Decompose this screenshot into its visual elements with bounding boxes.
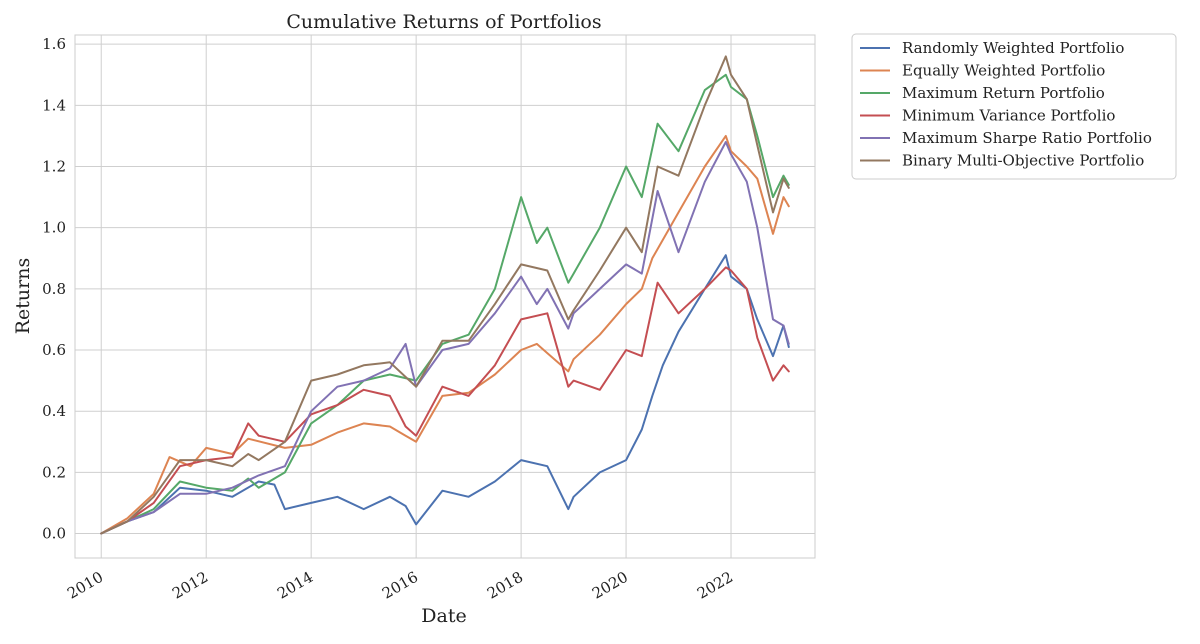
y-tick-label: 0.8 <box>42 280 66 298</box>
y-tick-label: 1.2 <box>42 158 66 176</box>
legend-label: Equally Weighted Portfolio <box>902 62 1105 80</box>
x-tick-label: 2018 <box>484 568 526 603</box>
legend-box <box>851 33 1177 180</box>
legend-label: Maximum Return Portfolio <box>902 84 1105 102</box>
series-lines <box>100 55 790 535</box>
x-tick-label: 2020 <box>589 568 631 603</box>
y-tick-label: 0.4 <box>42 402 66 420</box>
series-line-4 <box>100 266 790 535</box>
series-line-5 <box>100 141 790 535</box>
legend-label: Maximum Sharpe Ratio Portfolio <box>902 129 1152 147</box>
y-tick-label: 0.0 <box>42 525 66 543</box>
plot-area <box>74 34 816 559</box>
legend-label: Binary Multi-Objective Portfolio <box>902 152 1144 170</box>
y-axis-title: Returns <box>12 258 34 335</box>
x-tick-label: 2010 <box>64 568 106 603</box>
x-tick-label: 2012 <box>169 568 211 603</box>
series-line-2 <box>100 134 790 535</box>
x-axis-title: Date <box>421 605 466 627</box>
y-tick-label: 1.0 <box>42 219 66 237</box>
y-tick-label: 1.4 <box>42 96 66 114</box>
y-tick-label: 0.6 <box>42 341 66 359</box>
x-tick-label: 2014 <box>274 568 316 603</box>
legend: Randomly Weighted Portfolio Equally Weigh… <box>851 33 1177 180</box>
y-tick-label: 0.2 <box>42 463 66 481</box>
chart-title: Cumulative Returns of Portfolios <box>286 11 601 33</box>
legend-label: Randomly Weighted Portfolio <box>902 39 1124 57</box>
x-tick-label: 2022 <box>694 568 736 603</box>
legend-label: Minimum Variance Portfolio <box>902 107 1115 125</box>
series-line-6 <box>100 55 790 535</box>
y-tick-label: 1.6 <box>42 35 66 53</box>
x-tick-label: 2016 <box>379 568 421 603</box>
grid <box>75 35 815 558</box>
